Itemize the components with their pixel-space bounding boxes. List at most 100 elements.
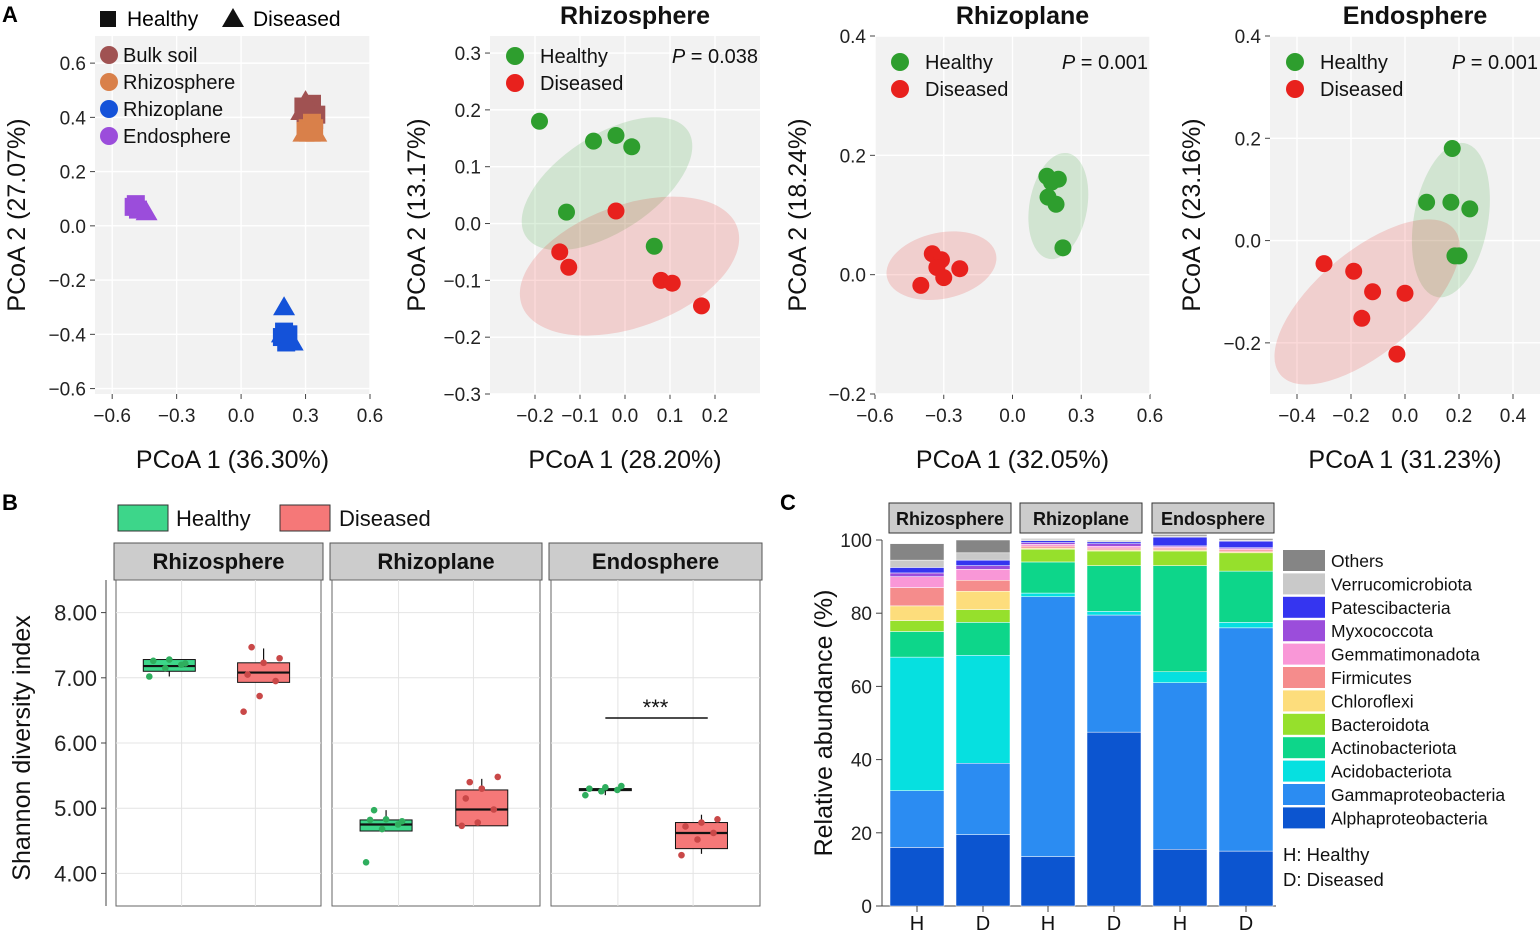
pcoa-endosphere-p-value: P = 0.001: [1452, 52, 1538, 74]
box-point-diseased: [490, 806, 498, 813]
pcoa-rhizoplane-xtick-label: 0.0: [999, 406, 1025, 427]
bar-legend-swatch: [1283, 573, 1325, 595]
bar-facet-title: Endosphere: [1161, 509, 1265, 529]
pcoa-rhizoplane-legend-healthy: Healthy: [925, 52, 993, 74]
pcoa-all-xtick-label: 0.6: [357, 406, 383, 427]
bar-segment-patescibacteria: [1152, 536, 1208, 547]
box-point-diseased: [240, 708, 247, 716]
bar-legend-swatch: [1283, 643, 1325, 665]
pcoa-endosphere-legend-healthy: Healthy: [1320, 52, 1388, 74]
pcoa-rhizosphere-title: Rhizosphere: [560, 2, 710, 30]
bar-segment-firmicutes: [955, 580, 1011, 592]
pcoa-rhizosphere-legend-healthy: Healthy: [540, 46, 608, 68]
bar-legend-swatch: [1283, 784, 1325, 805]
pcoa-endosphere-healthy-ellipse: [1411, 142, 1490, 298]
bar-segment-gemmatimonadota: [889, 576, 945, 588]
bar-legend-swatch: [1283, 690, 1325, 712]
pcoa-all-ylabel: PCoA 2 (27.07%): [3, 118, 31, 311]
pcoa-all-ytick-label: 0.4: [60, 108, 87, 129]
bar-segment-alphaproteobacteria: [1152, 849, 1208, 907]
bar-segment-gammaproteobacteria: [889, 790, 945, 848]
pcoa-all-legend-dot: [100, 127, 118, 145]
bar-segment-bacteroidota: [889, 620, 945, 632]
bar-segment-acidobacteriota: [1218, 622, 1274, 629]
pcoa-all-ytick-label: 0.0: [60, 217, 86, 238]
bar-segment-others: [1218, 538, 1274, 541]
bar-segment-actinobacteriota: [955, 622, 1011, 656]
pcoa-endosphere-point-diseased: [1396, 284, 1414, 302]
relative-abundance-panel: 0 20 40 60 80 100 Relative abundance (%) Rhizos…: [810, 502, 1505, 930]
panel-label-c: C: [780, 490, 796, 515]
pcoa-rhizoplane-ytick-label: −0.2: [828, 385, 866, 406]
pcoa-rhizosphere-xtick-label: −0.2: [516, 406, 554, 427]
pcoa-all-point-triangle: [281, 331, 304, 351]
bar-legend-swatch: [1283, 550, 1325, 571]
pcoa-all-xtick-label: −0.6: [93, 406, 131, 427]
box-point-healthy: [618, 782, 625, 790]
bar-segment-patescibacteria: [1020, 540, 1076, 543]
box-point-diseased: [256, 692, 263, 700]
pcoa-rhizoplane-p-symbol: P: [1062, 52, 1076, 74]
pcoa-rhizoplane-ytick-label: 0.0: [840, 266, 866, 287]
pcoa-rhizosphere-p-value: P = 0.038: [672, 46, 758, 68]
bar-segment-bacteroidota: [1152, 550, 1208, 566]
bar-legend-label: Bacteroidota: [1331, 715, 1430, 735]
pcoa-all-legend-dot: [100, 73, 118, 91]
pcoa-rhizosphere-ytick-label: 0.2: [455, 101, 481, 122]
bar-segment-actinobacteriota: [1020, 561, 1076, 594]
pcoa-all-point-triangle: [135, 201, 158, 221]
bar-segment-chloroflexi: [889, 605, 945, 621]
bar-category-label: D: [1239, 913, 1253, 930]
pcoa-all-legend-dot: [100, 46, 118, 64]
pcoa-all-xtick-label: −0.3: [158, 406, 196, 427]
box-facet-title: Rhizosphere: [152, 549, 284, 574]
pcoa-rhizosphere-ytick-label: −0.3: [443, 385, 481, 406]
bar-segment-others: [1152, 534, 1208, 537]
bar-legend-swatch: [1283, 667, 1325, 688]
bar-segment-firmicutes: [1086, 547, 1142, 551]
bar-ytick-label: 60: [851, 677, 872, 698]
pcoa-all-legend-label: Rhizosphere: [123, 72, 235, 94]
box-legend-healthy-swatch: [117, 504, 169, 532]
pcoa-rhizosphere-legend-diseased-dot: [506, 74, 524, 92]
bar-legend-label: Actinobacteriota: [1331, 738, 1457, 758]
pcoa-endosphere-ylabel: PCoA 2 (23.16%): [1178, 118, 1206, 311]
box-point-diseased: [244, 671, 251, 678]
box-point-healthy: [150, 657, 157, 665]
bar-category-label: D: [1107, 913, 1121, 930]
pcoa-rhizoplane-ylabel: PCoA 2 (18.24%): [784, 118, 812, 311]
bar-ytick-label: 0: [861, 897, 872, 918]
pcoa-endosphere-xtick-label: 0.4: [1500, 406, 1527, 427]
pcoa-all-panel: −0.6 −0.3 0.0 0.3 0.6 −0.6 −0.4 −0.2 0.0 0.2 0.4 0.…: [3, 36, 383, 474]
pcoa-rhizoplane-p-number: = 0.001: [1075, 52, 1148, 74]
pcoa-endosphere-xtick-label: 0.2: [1446, 406, 1472, 427]
pcoa-endosphere-p-number: = 0.001: [1465, 52, 1538, 74]
bar-segment-bacteroidota: [1218, 552, 1274, 572]
pcoa-endosphere-legend-healthy-dot: [1286, 53, 1304, 71]
bar-legend-label: Chloroflexi: [1331, 691, 1414, 711]
bar-segment-firmicutes: [889, 587, 945, 607]
bar-segment-firmicutes: [1152, 547, 1208, 551]
pcoa-rhizoplane-ytick-label: 0.2: [840, 146, 866, 167]
bar-ytick-label: 20: [851, 824, 872, 845]
box-point-healthy: [582, 791, 589, 799]
box-point-diseased: [714, 815, 721, 823]
bar-segment-acidobacteriota: [1152, 671, 1208, 683]
pcoa-endosphere-point-healthy: [1418, 193, 1436, 211]
pcoa-all-point-triangle: [273, 296, 296, 316]
pcoa-rhizoplane-xtick-label: −0.3: [925, 406, 963, 427]
pcoa-all-ytick-label: 0.2: [60, 163, 86, 184]
box-point-diseased: [694, 836, 701, 843]
pcoa-endosphere-xtick-label: −0.4: [1278, 406, 1316, 427]
box-point-diseased: [248, 643, 255, 651]
pcoa-endosphere-point-healthy: [1450, 247, 1468, 265]
box-facet-strip: [113, 542, 324, 581]
pcoa-endosphere-point-diseased: [1315, 255, 1333, 273]
pcoa-rhizosphere-xtick-label: −0.1: [561, 406, 599, 427]
box-point-diseased: [474, 819, 482, 826]
pcoa-all-ytick-label: −0.6: [48, 380, 86, 401]
pcoa-endosphere-xlabel: PCoA 1 (31.23%): [1308, 446, 1501, 474]
pcoa-endosphere-point-diseased: [1353, 309, 1371, 327]
pcoa-all-xlabel: PCoA 1 (36.30%): [136, 446, 329, 474]
